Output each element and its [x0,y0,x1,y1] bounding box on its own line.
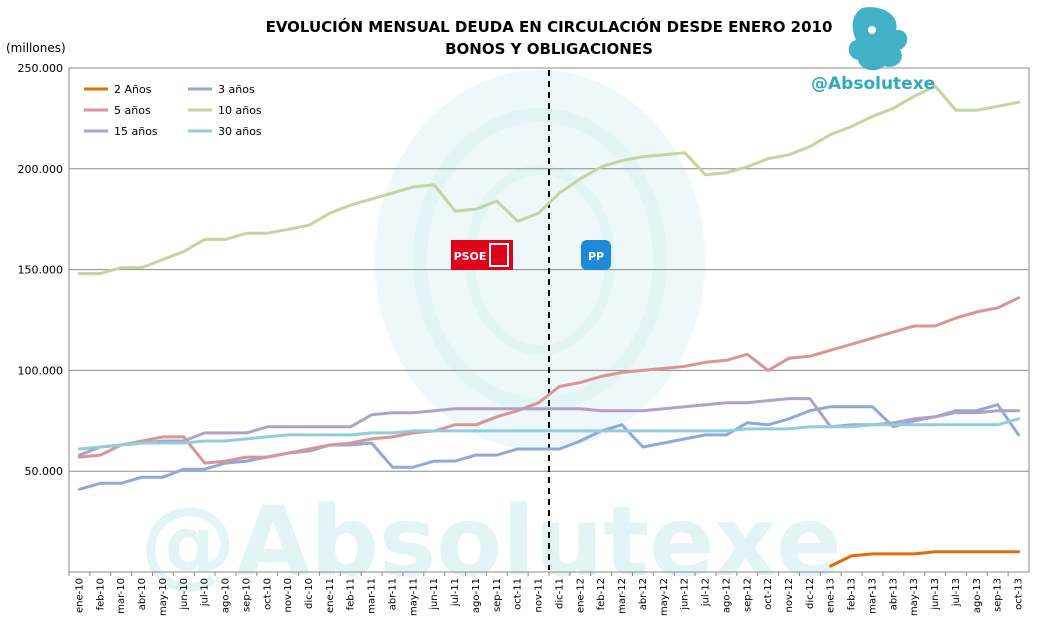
chart-title: EVOLUCIÓN MENSUAL DEUDA EN CIRCULACIÓN D… [266,17,833,36]
x-tick-label: ene-11 [325,578,336,613]
x-tick-label: ene-13 [826,578,837,613]
watermark: @Absolutexe [140,70,841,598]
x-tick-label: feb-11 [346,578,357,610]
x-tick-label: jul-12 [701,578,712,607]
x-tick-label: may-12 [659,578,670,616]
series-line-2-años [829,550,1021,568]
legend-label: 3 años [218,83,255,96]
legend-label: 15 años [114,125,158,138]
x-tick-label: oct-13 [1014,578,1025,610]
psoe-logo-text: PSOE [454,250,487,263]
x-tick-label: ago-12 [721,578,732,613]
x-tick-label: jul-11 [450,578,461,607]
legend-label: 2 Años [114,83,152,96]
x-tick-label: oct-11 [513,578,524,610]
x-tick-label: jun-12 [680,578,691,611]
x-tick-label: oct-10 [262,578,273,610]
x-tick-label: mar-12 [617,578,628,614]
watermark-text: @Absolutexe [140,486,841,598]
x-tick-label: feb-12 [596,578,607,610]
x-tick-label: oct-12 [763,578,774,610]
x-tick-label: sep-12 [742,578,753,612]
x-tick-label: abr-12 [638,578,649,610]
x-tick-label: ene-10 [74,578,85,613]
unit-label: (millones) [6,41,66,55]
x-tick-label: dic-10 [304,578,315,609]
y-tick-label: 150.000 [18,264,64,277]
x-tick-label: mar-13 [867,578,878,614]
x-tick-label: may-13 [909,578,920,616]
pp-logo: PP [581,240,611,270]
x-tick-label: feb-13 [847,578,858,610]
x-tick-label: ago-13 [972,578,983,613]
x-tick-label: sep-10 [241,578,252,612]
x-tick-label: may-11 [408,578,419,616]
series-line-5-años [77,296,1021,465]
x-tick-label: ago-11 [471,578,482,613]
x-tick-label: sep-11 [492,578,503,612]
x-tick-label: jun-13 [930,578,941,611]
x-tick-label: ene-12 [575,578,586,613]
x-tick-label: mar-10 [116,578,127,614]
x-tick-label: jul-10 [200,578,211,607]
y-tick-label: 50.000 [25,465,64,478]
legend-label: 30 años [218,125,262,138]
x-tick-label: may-10 [158,578,169,616]
legend-label: 10 años [218,104,262,117]
series-line-10-años [77,84,1021,276]
x-tick-label: ago-10 [221,578,232,613]
x-tick-label: nov-11 [534,578,545,612]
x-tick-label: nov-12 [784,578,795,612]
series-lines [77,84,1021,568]
x-tick-label: abr-10 [137,578,148,610]
y-axis: 250.000 200.000 150.000 100.000 50.000 [18,62,64,478]
x-tick-label: jun-11 [429,578,440,611]
x-tick-label: abr-11 [387,578,398,610]
x-tick-label: jun-10 [179,578,190,611]
pp-logo-box [581,240,611,270]
legend-label: 5 años [114,104,151,117]
series-line-30-años [77,417,1021,451]
x-axis: ene-10 feb-10 mar-10 abr-10 may-10 jun-10 jul-… [68,572,1025,616]
series-line-3-años [77,403,1021,491]
pp-logo-text: PP [588,250,604,263]
y-tick-label: 100.000 [18,364,64,377]
x-tick-label: dic-12 [805,578,816,609]
y-tick-label: 200.000 [18,163,64,176]
x-tick-label: abr-13 [888,578,899,610]
x-tick-label: dic-11 [554,578,565,609]
x-tick-label: mar-11 [367,578,378,614]
x-tick-label: sep-13 [993,578,1004,612]
rose-fist-icon [489,243,509,267]
chart-subtitle: BONOS Y OBLIGACIONES [445,40,653,58]
y-tick-label: 250.000 [18,62,64,75]
griffin-logo-icon [848,7,908,71]
brand-handle: @Absolutexe [811,74,935,94]
x-tick-label: feb-10 [95,578,106,610]
x-tick-label: jul-13 [951,578,962,607]
x-tick-label: nov-10 [283,578,294,612]
legend: 2 Años 3 años 5 años 10 años 15 años 30 años [84,83,262,138]
psoe-logo: PSOE [451,240,513,270]
